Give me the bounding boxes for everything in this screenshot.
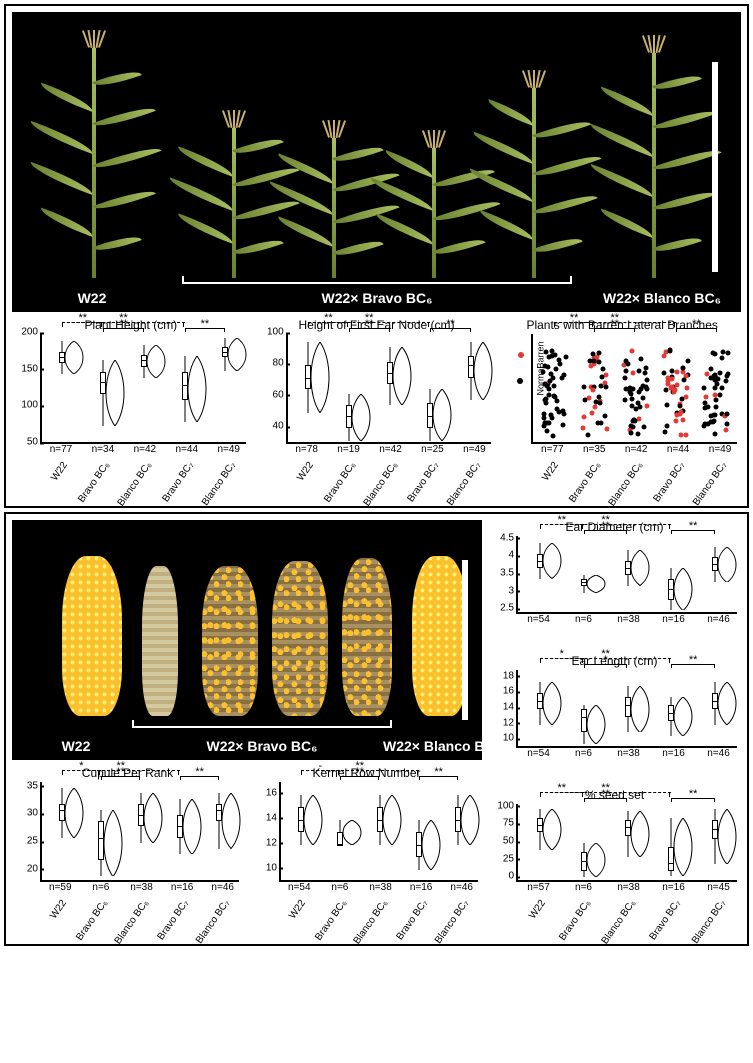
chart: Plants with Barren Lateral Branches Barre… [503, 318, 741, 500]
chart: Ear Diameter (cm)2.533.544.5********n=54… [488, 520, 741, 652]
panel-a-charts: Plant Height (cm)50100150200********n=77… [12, 318, 741, 500]
chart: Cupule Per Rank20253035*******n=59W22n=6… [12, 766, 243, 938]
chart-canvas: 50100150200******** [40, 334, 246, 444]
chart-canvas: 0255075100******** [516, 804, 737, 882]
panel-b-right-charts: Ear Diameter (cm)2.533.544.5********n=54… [488, 520, 741, 938]
chart-title: Height of First Ear Node (cm) [258, 318, 496, 332]
chart-title: Plant Height (cm) [12, 318, 250, 332]
panel-b: B W22W22× Bravo BC₆W22× Blanco BC₆ Cupul… [4, 512, 749, 946]
chart-title: Kernel Row Number [251, 766, 482, 780]
chart: Ear Length (cm)1012141618******n=54n=6n=… [488, 654, 741, 786]
chart: Plant Height (cm)50100150200********n=77… [12, 318, 250, 500]
chart-canvas: 10121416-****** [279, 782, 478, 882]
panel-a: A W22W22× Bravo BC₆W22× Blanco BC₆ Plant… [4, 4, 749, 508]
chart-canvas: BarrenNormal******** [531, 334, 737, 444]
chart-canvas: 1012141618****** [516, 670, 737, 748]
chart-canvas: 406080100******** [286, 334, 492, 444]
chart-title: Cupule Per Rank [12, 766, 243, 780]
panel-b-bottom-charts: Cupule Per Rank20253035*******n=59W22n=6… [12, 766, 482, 938]
chart-title: % seed set [488, 788, 741, 802]
chart: Height of First Ear Node (cm) 406080100**… [258, 318, 496, 500]
chart-canvas: 2.533.544.5******** [516, 536, 737, 614]
chart-title: Ear Length (cm) [488, 654, 741, 668]
panel-b-photo: W22W22× Bravo BC₆W22× Blanco BC₆ [12, 520, 482, 760]
chart-title: Ear Diameter (cm) [488, 520, 741, 534]
chart-title: Plants with Barren Lateral Branches [503, 318, 741, 332]
chart: Kernel Row Number10121416-******n=54W22n… [251, 766, 482, 938]
chart-canvas: 20253035******* [40, 782, 239, 882]
panel-a-photo: W22W22× Bravo BC₆W22× Blanco BC₆ [12, 12, 741, 312]
chart: % seed set0255075100********n=57W22n=6Br… [488, 788, 741, 938]
